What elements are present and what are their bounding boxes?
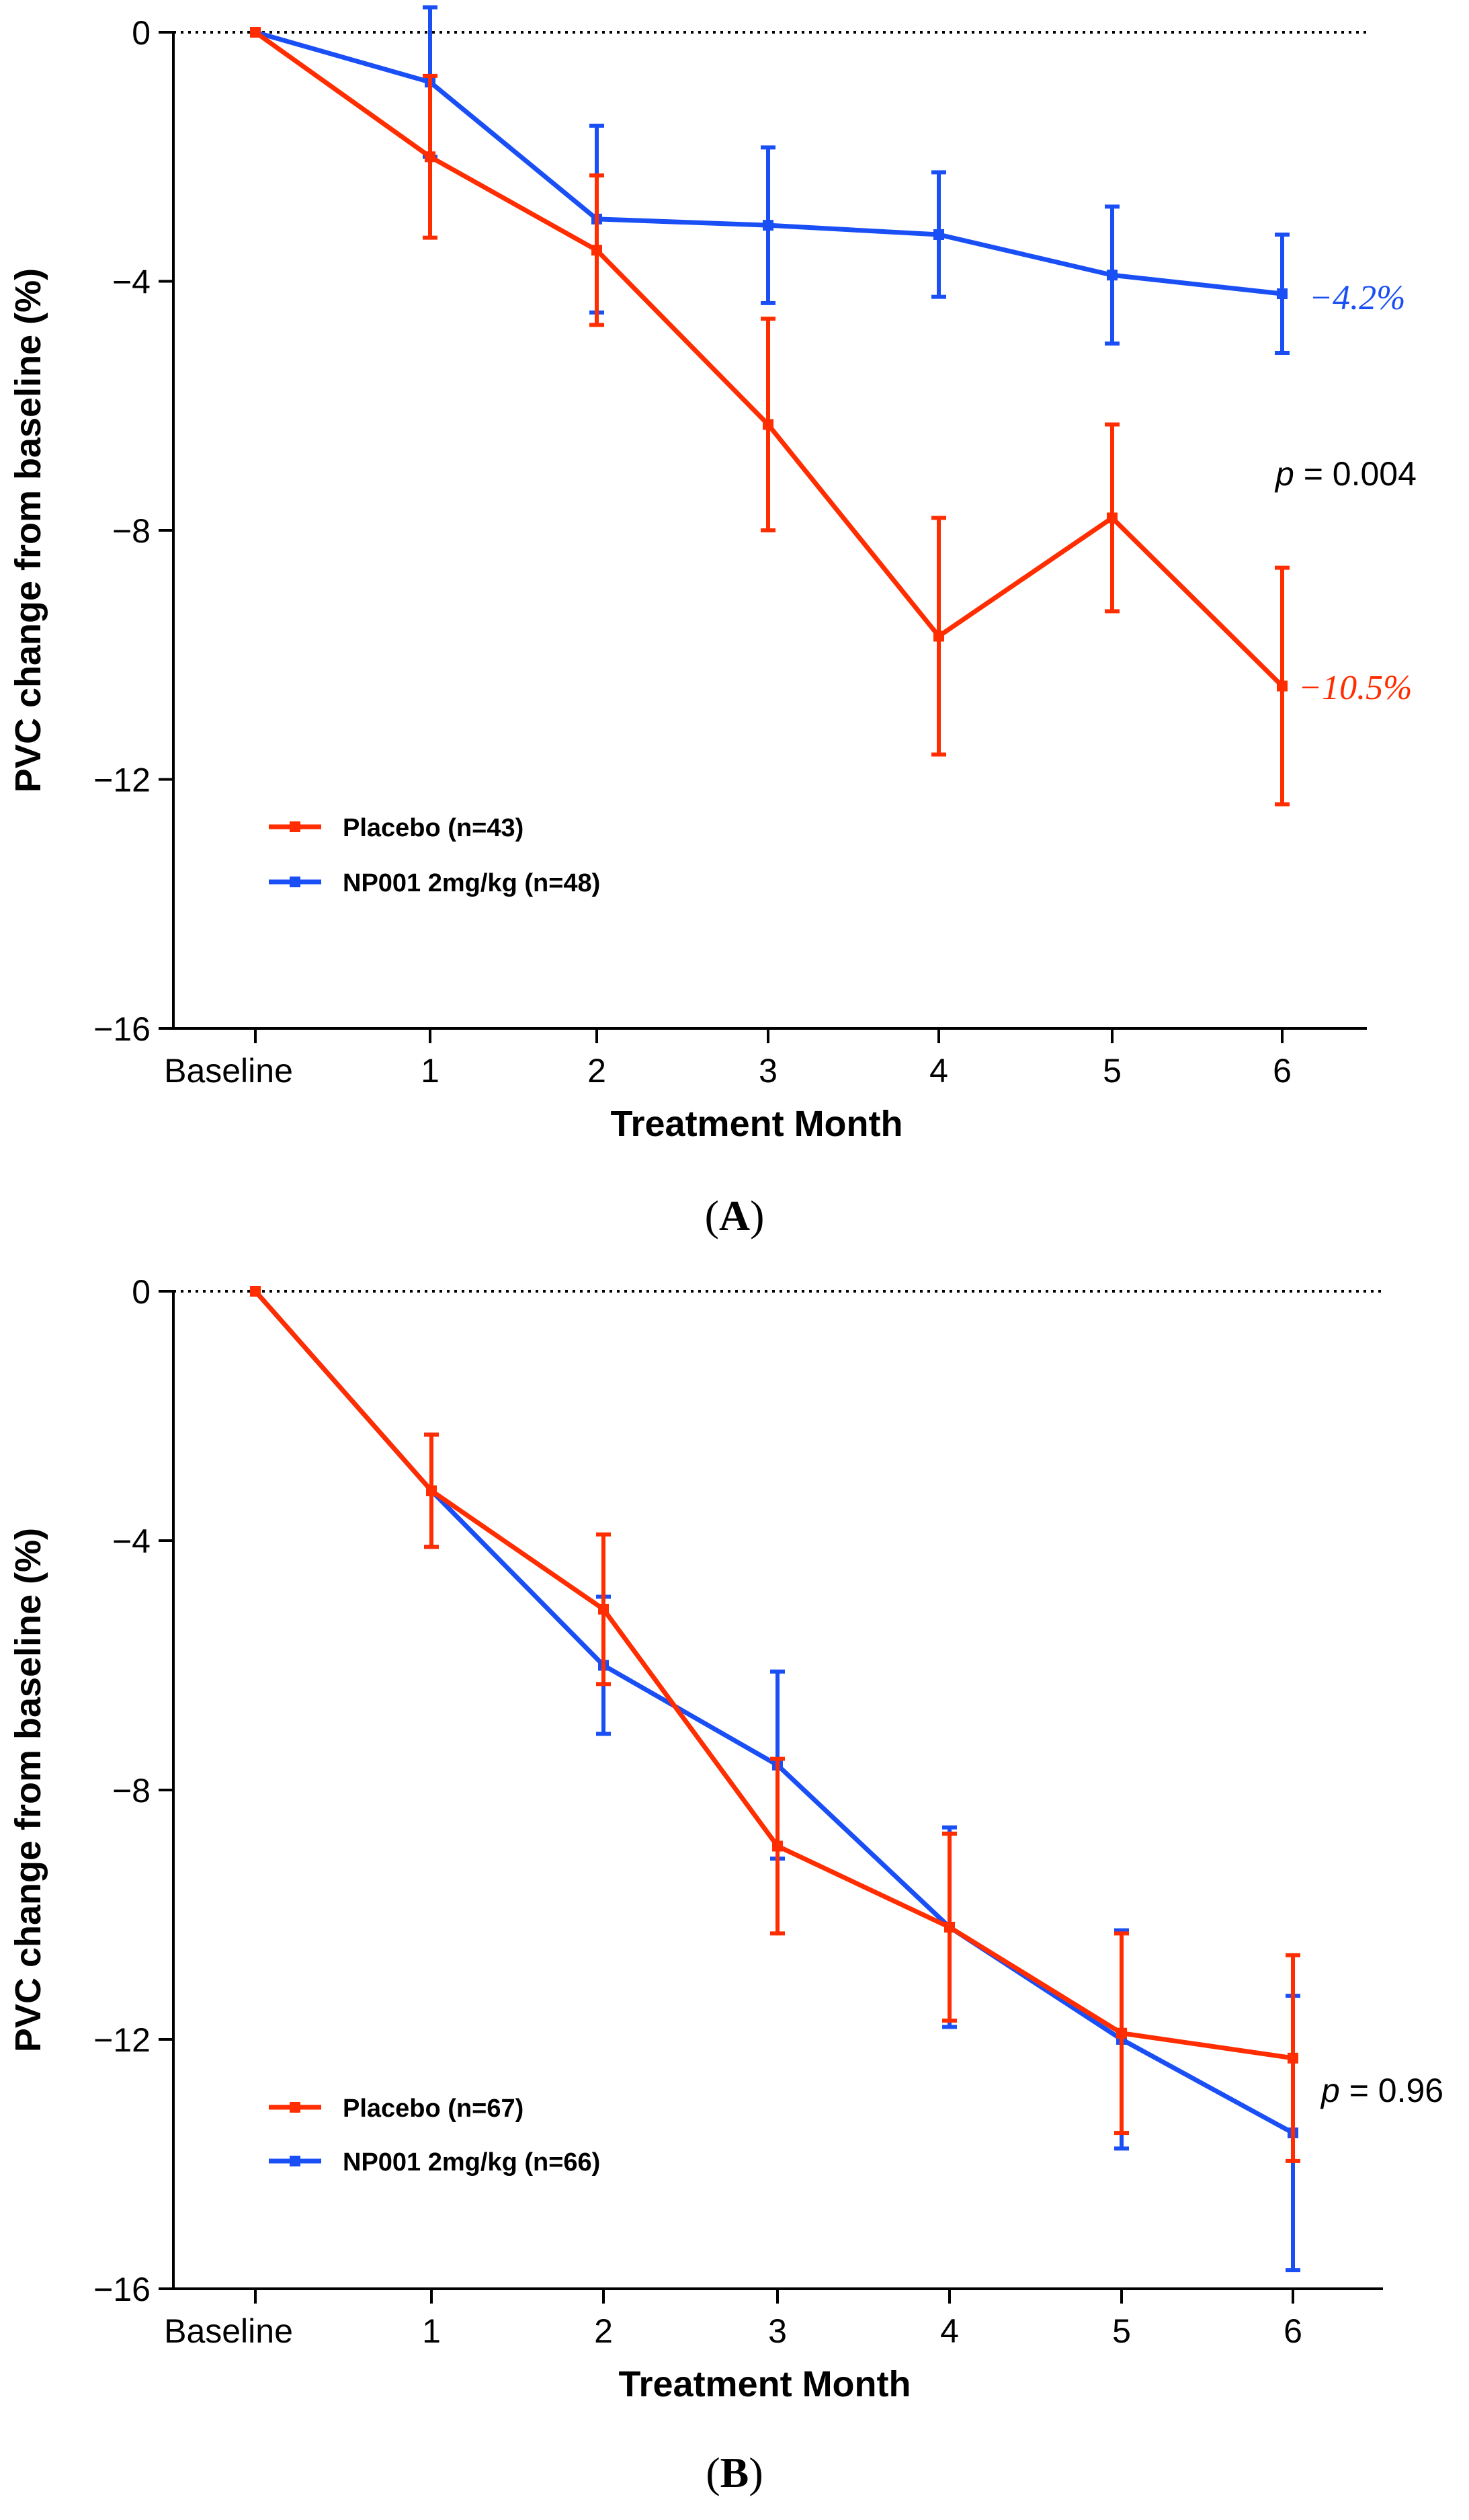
series-line xyxy=(253,1289,1294,2136)
x-tick-label: 6 xyxy=(1273,1052,1292,1090)
data-point xyxy=(763,419,773,430)
series-line xyxy=(253,1289,1294,2061)
x-tick-label: 5 xyxy=(1103,1052,1122,1090)
y-tick-label: −4 xyxy=(112,1522,151,1560)
legend-swatch-marker xyxy=(290,2156,300,2166)
panel-label-open: ( xyxy=(705,1192,719,1239)
x-axis-title: Treatment Month xyxy=(618,2364,911,2404)
legend-label: NP001 2mg/kg (n=48) xyxy=(343,869,600,897)
end-value-annotation: −10.5% xyxy=(1298,669,1412,707)
panel-a: 0 −4 −8 −12 −16 Baseline 1 2 3 4 5 6 Treatment Month… xyxy=(8,5,1417,1239)
x-tick-label: Baseline xyxy=(164,2312,293,2350)
y-tick-label: −4 xyxy=(112,263,151,301)
x-tick-label: 3 xyxy=(768,2312,787,2350)
panel-b: 0 −4 −8 −12 −16 Baseline 1 2 3 4 5 6 Treatment Month… xyxy=(8,1273,1443,2496)
panel-label-open: ( xyxy=(706,2449,720,2496)
data-point xyxy=(933,229,944,241)
x-tick-label: 4 xyxy=(940,2312,959,2350)
data-point xyxy=(772,1840,783,1852)
data-point xyxy=(598,1604,609,1615)
y-tick-label: −8 xyxy=(112,512,151,550)
p-value-annotation: p = 0.96 xyxy=(1320,2072,1443,2109)
data-point xyxy=(1277,680,1288,692)
legend-label: NP001 2mg/kg (n=66) xyxy=(343,2148,600,2177)
panel-label: (B) xyxy=(706,2449,763,2496)
y-tick-label: −16 xyxy=(93,2271,151,2308)
x-tick-label: 2 xyxy=(594,2312,613,2350)
data-point xyxy=(1107,270,1118,281)
p-value-annotation: p = 0.004 xyxy=(1274,455,1417,493)
data-point xyxy=(250,1286,261,1297)
p-value-symbol: p xyxy=(1320,2072,1340,2109)
x-tick-label: 1 xyxy=(421,1052,439,1090)
data-point xyxy=(591,245,602,256)
y-axis-title: PVC change from baseline (%) xyxy=(8,268,48,792)
data-point xyxy=(763,220,773,231)
y-tick-label: −12 xyxy=(93,2021,151,2059)
data-point xyxy=(425,151,435,163)
legend-label: Placebo (n=67) xyxy=(343,2095,523,2123)
x-tick-label: 1 xyxy=(422,2312,441,2350)
data-point xyxy=(1107,512,1118,524)
series-placebo xyxy=(250,27,1290,807)
legend-swatch-marker xyxy=(290,877,300,887)
y-tick-label: 0 xyxy=(132,1273,151,1311)
data-point xyxy=(1288,2052,1298,2064)
y-tick-label: 0 xyxy=(132,14,151,52)
legend-swatch-marker xyxy=(290,821,300,832)
data-point xyxy=(426,1485,437,1496)
x-axis-title: Treatment Month xyxy=(610,1104,903,1144)
x-tick-label: 4 xyxy=(929,1052,948,1090)
y-axis-title: PVC change from baseline (%) xyxy=(8,1528,48,2052)
data-point xyxy=(250,27,261,38)
y-tick-label: −8 xyxy=(112,1772,151,1810)
x-tick-label: 6 xyxy=(1284,2312,1302,2350)
panel-label-close: ) xyxy=(750,1192,764,1239)
y-tick-label: −16 xyxy=(93,1010,151,1048)
x-tick-label: 5 xyxy=(1112,2312,1131,2350)
panel-label-close: ) xyxy=(749,2449,763,2496)
series-np001 xyxy=(250,5,1290,356)
end-value-annotation: −4.2% xyxy=(1309,279,1405,317)
x-tick-label: 2 xyxy=(587,1052,606,1090)
y-tick-label: −12 xyxy=(93,762,151,799)
data-point xyxy=(944,1922,955,1933)
data-point xyxy=(1116,2027,1127,2039)
panel-label: (A) xyxy=(705,1192,765,1239)
p-value-text: = 0.004 xyxy=(1294,455,1417,493)
data-point xyxy=(1277,288,1288,300)
legend-label: Placebo (n=43) xyxy=(343,814,523,842)
panel-label-letter: A xyxy=(719,1192,750,1239)
data-point xyxy=(933,631,944,642)
panel-label-letter: B xyxy=(720,2449,749,2496)
legend-swatch-marker xyxy=(290,2102,300,2113)
x-tick-label: 3 xyxy=(759,1052,778,1090)
series-placebo xyxy=(250,1286,1300,2163)
x-tick-label: Baseline xyxy=(164,1052,293,1090)
p-value-symbol: p xyxy=(1274,455,1294,493)
p-value-text: = 0.96 xyxy=(1340,2072,1443,2109)
